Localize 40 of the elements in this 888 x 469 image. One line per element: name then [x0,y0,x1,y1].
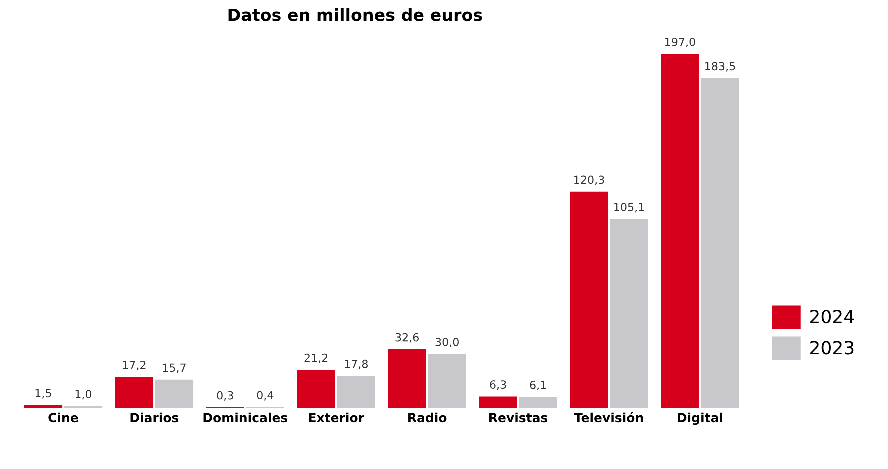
bar [297,370,336,408]
bar [115,377,154,408]
x-tick-label: Televisión [574,412,644,423]
bar [24,405,63,408]
legend-label: 2024 [810,310,854,324]
data-label: 17,8 [345,360,368,370]
bar [155,380,194,408]
data-label: 1,0 [76,390,92,400]
x-tick-label: Revistas [490,412,548,423]
chart-title: Datos en millones de euros [228,8,482,22]
data-label: 32,6 [396,333,419,343]
x-tick-label: Exterior [309,412,364,423]
bar [388,349,426,408]
bar [610,219,648,408]
data-label: 21,2 [304,354,328,364]
data-label: 197,0 [666,38,696,48]
data-label: 1,5 [36,389,52,399]
data-label: 17,2 [123,361,146,371]
data-label: 183,5 [706,62,736,72]
data-label: 6,3 [490,380,506,390]
legend-label: 2023 [810,341,854,355]
bar [701,78,740,408]
data-label: 30,0 [436,338,459,348]
data-label: 0,3 [217,391,234,401]
bar [428,354,466,408]
x-tick-label: Dominicales [204,412,288,423]
bar [661,54,700,408]
data-label: 120,3 [574,176,604,186]
bar [337,376,376,408]
data-label: 0,4 [257,391,274,401]
bar [570,192,608,408]
data-label: 6,1 [530,380,546,390]
data-label: 15,7 [163,364,186,374]
bar [519,397,558,408]
x-tick-label: Cine [48,412,78,423]
data-label: 105,1 [614,203,644,213]
x-tick-label: Digital [678,412,722,426]
x-tick-label: Radio [408,412,447,423]
bar [479,396,518,408]
x-tick-label: Diarios [130,412,179,423]
